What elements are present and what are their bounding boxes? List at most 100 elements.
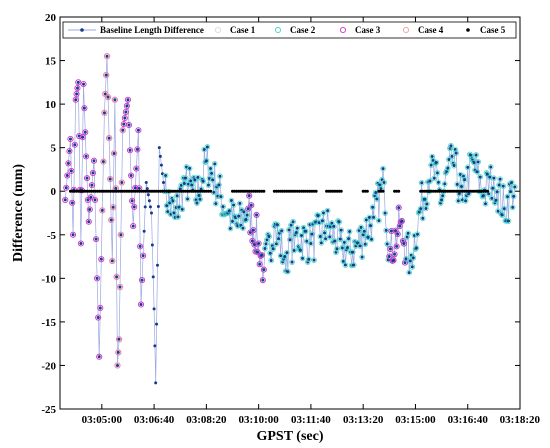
case-5-point <box>173 189 177 193</box>
baseline-point <box>198 197 202 201</box>
x-tick-label: 03:15:00 <box>395 414 436 426</box>
case-5-point <box>291 189 295 193</box>
baseline-point <box>93 198 97 202</box>
baseline-point <box>204 159 208 163</box>
baseline-point <box>245 213 249 217</box>
baseline-point <box>309 241 313 245</box>
baseline-point <box>232 203 236 207</box>
case-5-point <box>433 189 437 193</box>
y-tick-label: 10 <box>45 99 57 111</box>
case-5-point <box>333 189 337 193</box>
baseline-point <box>287 228 291 232</box>
baseline-point <box>429 163 433 167</box>
baseline-point <box>290 260 294 264</box>
baseline-point <box>90 183 94 187</box>
case-5-point <box>102 189 106 193</box>
case-2-point <box>186 165 193 172</box>
case-3-point <box>70 231 77 238</box>
baseline-point <box>435 171 439 175</box>
case-5-point <box>96 189 100 193</box>
case-5-point <box>314 189 318 193</box>
case-5-point <box>479 189 483 193</box>
baseline-point <box>343 263 347 267</box>
case-2-point <box>350 262 357 268</box>
case-2-point <box>175 214 181 220</box>
baseline-point <box>155 263 159 267</box>
baseline-point <box>111 205 115 209</box>
baseline-point <box>443 182 447 186</box>
case-5-point <box>302 189 306 193</box>
baseline-point <box>262 268 266 272</box>
baseline-point <box>467 192 471 196</box>
case-5-point <box>327 189 331 193</box>
baseline-point <box>162 181 165 185</box>
case-5-point <box>423 189 427 193</box>
baseline-point <box>135 147 139 151</box>
baseline-point <box>377 219 381 223</box>
baseline-point <box>156 204 160 208</box>
case-3-point <box>82 129 89 136</box>
case-2-point <box>376 217 382 224</box>
baseline-point <box>472 161 476 165</box>
baseline-point <box>385 242 389 246</box>
case-2-point <box>409 264 416 270</box>
case-4-point <box>104 93 112 101</box>
baseline-point <box>319 241 323 245</box>
case-5-point <box>77 189 81 193</box>
baseline-point <box>316 214 320 218</box>
case-2-point <box>204 144 211 150</box>
case-2-point <box>212 200 219 207</box>
case-3-point <box>124 96 132 103</box>
case-5-point <box>150 189 154 193</box>
baseline-point <box>157 146 161 150</box>
baseline-point <box>136 128 140 132</box>
case-5-point <box>274 189 278 193</box>
case-2-point <box>316 219 323 226</box>
baseline-point <box>360 255 364 259</box>
case-2-point <box>303 238 310 245</box>
case-2-point <box>368 236 375 243</box>
baseline-point <box>395 244 399 248</box>
case-5-point <box>306 189 310 193</box>
case-5-point <box>435 189 439 193</box>
baseline-point <box>463 178 467 182</box>
baseline-point <box>134 167 138 171</box>
baseline-point <box>449 144 453 148</box>
baseline-point <box>85 176 89 180</box>
baseline-point <box>423 197 427 201</box>
baseline-point <box>490 196 494 200</box>
case-5-point <box>251 189 255 193</box>
baseline-point <box>495 190 499 194</box>
case-5-point <box>235 189 239 193</box>
case-2-point <box>178 182 185 189</box>
baseline-point <box>513 185 517 189</box>
y-tick-label: -25 <box>41 404 56 416</box>
case-4-point <box>105 134 113 142</box>
baseline-point <box>346 246 349 250</box>
baseline-point <box>121 128 125 132</box>
case-5-point <box>186 189 190 193</box>
baseline-point <box>92 159 96 163</box>
legend-label: Case 1 <box>230 25 256 35</box>
baseline-point <box>64 186 68 190</box>
case-2-point <box>321 230 328 236</box>
baseline-point <box>400 219 404 223</box>
baseline-point <box>104 73 108 77</box>
case-5-point <box>183 189 187 193</box>
case-5-point <box>363 189 367 193</box>
baseline-point <box>69 169 73 173</box>
baseline-point <box>219 195 223 199</box>
baseline-point <box>512 194 516 198</box>
case-2-point <box>319 217 326 224</box>
baseline-point <box>137 186 141 190</box>
case-5-point <box>110 189 114 193</box>
baseline-point <box>213 162 217 166</box>
case-2-point <box>220 203 226 210</box>
baseline-point <box>285 251 289 255</box>
case-2-point <box>418 179 425 186</box>
legend-marker-circle <box>339 26 347 34</box>
baseline-point <box>430 154 434 158</box>
case-2-point <box>335 218 341 224</box>
baseline-point <box>304 229 308 233</box>
